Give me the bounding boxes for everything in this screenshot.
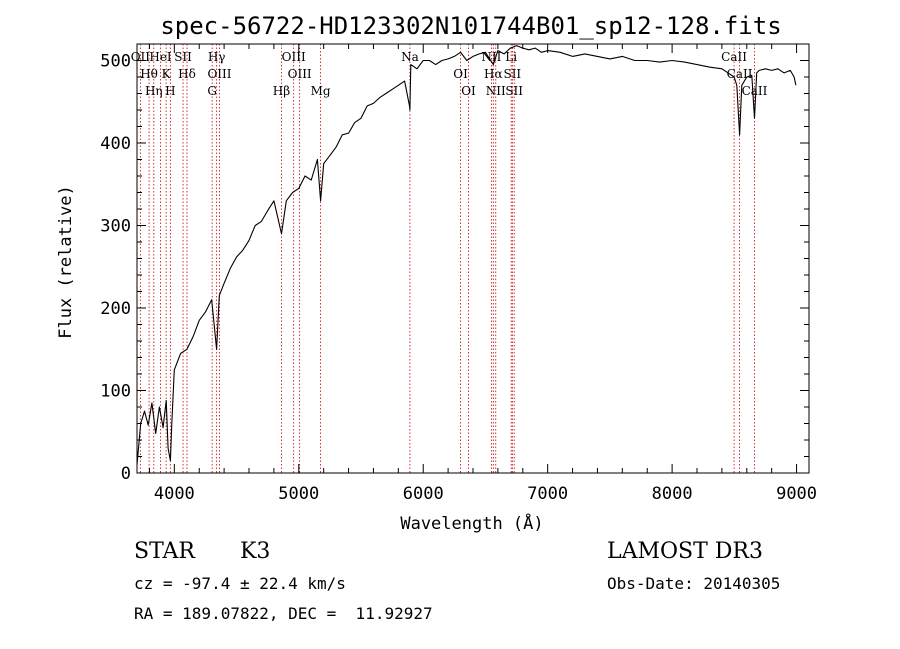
line-label-12: OIII [282,50,306,64]
x-tick-label-6000: 6000 [403,484,444,504]
spectrum-line [136,45,797,465]
object-subclass: K3 [240,539,271,564]
axes: 4000 5000 6000 7000 8000 9000 0 100 200 300 400 500 [100,43,817,504]
line-label-22: SII [503,67,521,81]
y-tick-label-300: 300 [100,217,131,237]
line-label-9: Hγ [208,50,226,64]
line-label-1: Hθ [140,67,158,81]
y-tick-label-500: 500 [100,52,131,72]
sky-coordinates: RA = 189.07822, DEC = 11.92927 [134,604,433,623]
x-axis-label: Wavelength (Å) [400,512,543,534]
x-tick-label-8000: 8000 [652,484,693,504]
line-label-19: Hα [484,67,503,81]
plot-frame [136,43,810,474]
line-label-10: OIII [207,67,231,81]
emission-line-markers: OII Hθ Hη HeI KH SII Hδ G Hγ OIII Hβ OIII OIII Mg Na OI… [131,44,768,473]
chart-title: spec-56722-HD123302N101744B01_sp12-128.f… [160,12,781,40]
redshift-velocity: cz = -97.4 ± 22.4 km/s [134,574,346,593]
x-tick-label-5000: 5000 [278,484,319,504]
survey-name: LAMOST DR3 [607,539,763,564]
line-label-2: Hη [145,84,163,98]
x-tick-label-7000: 7000 [527,484,568,504]
line-label-17: OI [461,84,476,98]
line-label-3: HeI [149,50,172,64]
line-label-21: Li [505,50,517,64]
line-label-11: Hβ [273,84,290,98]
line-label-13: OIII [288,67,312,81]
object-class: STAR [134,539,195,564]
line-label-23: SII [505,84,523,98]
line-label-24: CaII [721,50,747,64]
y-tick-label-400: 400 [100,134,131,154]
line-label-16: OI [453,67,468,81]
line-label-4: K [162,67,172,81]
line-label-0: OII [131,50,151,64]
line-label-15: Na [401,50,419,64]
line-label-20: NII [486,84,506,98]
x-tick-label-9000: 9000 [776,484,817,504]
y-tick-label-0: 0 [121,464,131,484]
y-axis-label: Flux (relative) [56,185,76,339]
line-label-8: G [207,84,217,98]
line-label-6: SII [174,50,192,64]
y-tick-label-100: 100 [100,382,131,402]
observation-date: Obs-Date: 20140305 [607,574,781,593]
line-label-7: Hδ [178,67,196,81]
x-tick-label-4000: 4000 [154,484,195,504]
line-label-14: Mg [311,84,331,98]
y-tick-label-200: 200 [100,299,131,319]
line-label-5: H [165,84,175,98]
spectrum-plot [136,45,797,465]
line-label-26: CaII [742,84,768,98]
